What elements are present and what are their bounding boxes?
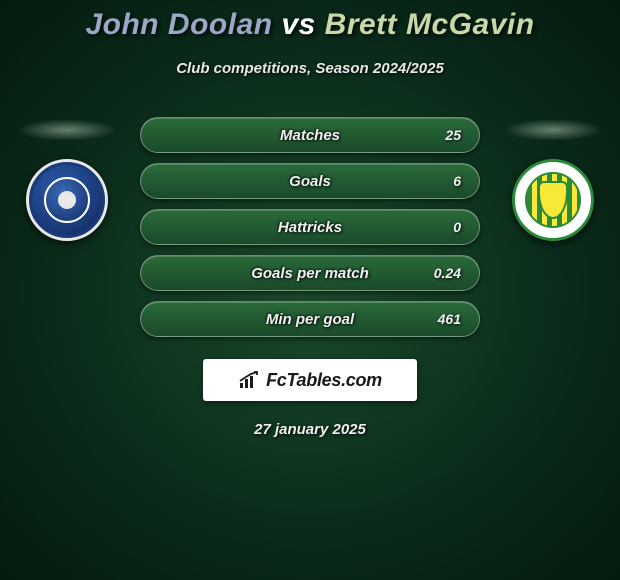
rochdale-afc-badge	[26, 159, 108, 241]
chart-icon	[238, 371, 260, 389]
player2-name: Brett McGavin	[325, 8, 535, 41]
stat-label: Goals	[289, 173, 331, 190]
stat-label: Hattricks	[278, 219, 342, 236]
main-row: Matches 25 Goals 6 Hattricks 0 Goals per match…	[0, 117, 620, 337]
stat-bar: Matches 25	[140, 117, 480, 153]
stat-value: 0	[453, 219, 461, 235]
player2-silhouette	[503, 119, 603, 141]
comparison-card: John Doolan vs Brett McGavin Club compet…	[0, 0, 620, 438]
stats-list: Matches 25 Goals 6 Hattricks 0 Goals per match…	[140, 117, 480, 337]
right-side	[498, 117, 608, 241]
stat-bar: Hattricks 0	[140, 209, 480, 245]
page-title: John Doolan vs Brett McGavin	[0, 8, 620, 42]
stat-bar: Goals 6	[140, 163, 480, 199]
stat-label: Min per goal	[266, 311, 354, 328]
vs-label: vs	[281, 8, 315, 41]
stat-value: 0.24	[434, 265, 461, 281]
stat-label: Goals per match	[251, 265, 369, 282]
brand-logo[interactable]: FcTables.com	[203, 359, 417, 401]
badge-inner	[44, 177, 90, 223]
brand-text: FcTables.com	[266, 370, 382, 391]
player1-name: John Doolan	[85, 8, 272, 41]
footer: FcTables.com 27 january 2025	[0, 359, 620, 438]
stat-value: 25	[445, 127, 461, 143]
date-label: 27 january 2025	[254, 421, 366, 438]
stat-value: 461	[438, 311, 461, 327]
player1-silhouette	[17, 119, 117, 141]
ball-icon	[58, 191, 76, 209]
stat-bar: Goals per match 0.24	[140, 255, 480, 291]
left-side	[12, 117, 122, 241]
subtitle: Club competitions, Season 2024/2025	[0, 60, 620, 77]
stat-bar: Min per goal 461	[140, 301, 480, 337]
stat-value: 6	[453, 173, 461, 189]
stat-label: Matches	[280, 127, 340, 144]
yeovil-town-badge	[512, 159, 594, 241]
